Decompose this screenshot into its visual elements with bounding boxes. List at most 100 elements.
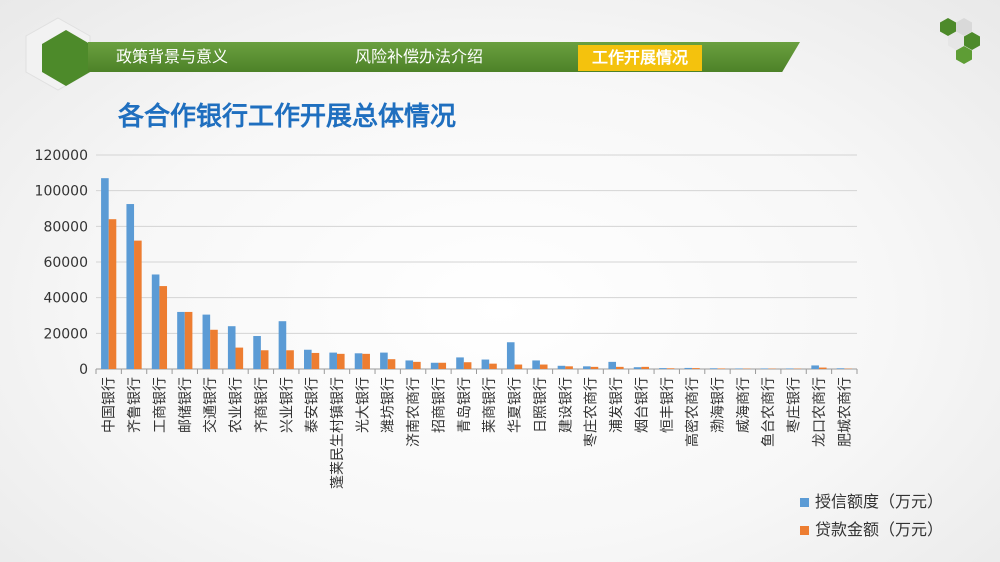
svg-text:浦发银行: 浦发银行 <box>609 377 625 433</box>
bar-credit <box>811 365 819 369</box>
svg-text:肥城农商行: 肥城农商行 <box>837 377 853 447</box>
bar-loan <box>489 363 497 369</box>
tab-risk-compensation[interactable]: 风险补偿办法介绍 <box>355 47 484 66</box>
bar-credit <box>101 178 109 369</box>
bar-loan <box>336 353 345 369</box>
x-tick-label: 日照银行 <box>533 377 549 433</box>
x-tick-label: 济南农商行 <box>406 377 422 447</box>
x-tick-label: 恒丰银行 <box>660 377 676 433</box>
svg-text:青岛银行: 青岛银行 <box>457 377 473 433</box>
x-tick-label: 邮储银行 <box>178 377 194 433</box>
bar-loan <box>286 350 294 369</box>
bar-credit <box>709 368 718 369</box>
svg-text:威海商行: 威海商行 <box>736 377 752 433</box>
legend-label-credit: 授信额度（万元） <box>815 492 944 511</box>
svg-text:恒丰银行: 恒丰银行 <box>660 377 676 433</box>
x-tick-label: 枣庄农商行 <box>583 377 600 447</box>
bar-credit <box>532 360 540 369</box>
bar-credit <box>760 368 769 369</box>
bar-loan <box>134 240 142 369</box>
bar-credit <box>557 365 566 369</box>
bar-credit <box>481 359 490 369</box>
bar-credit <box>227 326 236 369</box>
bar-loan <box>413 361 421 369</box>
bar-loan <box>463 362 472 369</box>
x-tick-label: 肥城农商行 <box>837 377 853 447</box>
legend-swatch-loan <box>800 526 809 535</box>
x-tick-label: 泰安银行 <box>305 377 321 433</box>
bar-loan <box>692 368 700 369</box>
x-tick-label: 枣庄银行 <box>786 377 803 433</box>
svg-text:交通银行: 交通银行 <box>202 377 219 433</box>
bar-loan <box>260 350 269 369</box>
x-tick-label: 威海商行 <box>736 377 752 433</box>
legend-swatch-credit <box>800 498 809 507</box>
tab-policy-background[interactable]: 政策背景与意义 <box>116 47 229 66</box>
bar-credit <box>506 342 515 369</box>
svg-text:枣庄银行: 枣庄银行 <box>786 377 803 433</box>
x-tick-label: 工商银行 <box>152 377 168 433</box>
svg-text:高密农商行: 高密农商行 <box>684 377 701 447</box>
svg-text:日照银行: 日照银行 <box>533 377 549 433</box>
bar-loan <box>818 367 827 369</box>
bar-loan <box>362 353 370 369</box>
bar-credit <box>456 357 464 369</box>
svg-text:龙口农商行: 龙口农商行 <box>812 377 828 447</box>
hexagon-decoration <box>25 17 91 91</box>
legend-item-credit: 授信额度（万元） <box>800 488 943 512</box>
tab-work-progress[interactable]: 工作开展情况 <box>578 45 703 71</box>
bar-credit <box>405 360 414 369</box>
bar-loan <box>565 366 573 369</box>
bar-credit <box>430 362 439 369</box>
bar-loan <box>108 219 117 369</box>
svg-text:齐商银行: 齐商银行 <box>254 377 270 433</box>
x-tick-label: 莱商银行 <box>482 377 498 433</box>
bar-credit <box>785 368 794 369</box>
svg-text:建设银行: 建设银行 <box>558 377 574 433</box>
x-tick-label: 渤海银行 <box>710 377 726 433</box>
x-tick-label: 中国银行 <box>102 377 118 433</box>
x-tick-label: 潍坊银行 <box>381 377 397 433</box>
svg-text:招商银行: 招商银行 <box>431 377 447 433</box>
y-tick-label: 40000 <box>43 291 88 307</box>
svg-text:枣庄农商行: 枣庄农商行 <box>583 377 600 447</box>
y-tick-label: 120000 <box>35 148 88 164</box>
bar-loan <box>539 364 548 369</box>
bar-credit <box>608 361 617 369</box>
x-tick-label: 青岛银行 <box>457 377 473 433</box>
page-title: 各合作银行工作开展总体情况 <box>118 102 457 132</box>
bar-credit <box>177 311 185 369</box>
bar-credit <box>380 352 388 369</box>
svg-text:渤海银行: 渤海银行 <box>710 377 726 433</box>
bar-loan <box>514 364 523 369</box>
bar-credit <box>354 353 363 369</box>
bar-loan <box>666 368 675 369</box>
svg-text:鱼台农商行: 鱼台农商行 <box>760 377 777 447</box>
legend-label-loan: 贷款金额（万元） <box>815 520 944 539</box>
bar-credit <box>659 368 667 369</box>
x-tick-label: 华夏银行 <box>508 377 524 433</box>
bar-loan <box>210 329 218 369</box>
bar-loan <box>641 366 649 369</box>
bar-credit <box>633 367 642 369</box>
x-tick-label: 齐商银行 <box>254 377 270 433</box>
svg-text:中国银行: 中国银行 <box>102 377 118 433</box>
bar-credit <box>304 349 312 369</box>
svg-text:齐鲁银行: 齐鲁银行 <box>127 377 143 433</box>
bar-loan <box>616 366 624 369</box>
svg-text:兴业银行: 兴业银行 <box>279 377 295 433</box>
x-tick-label: 高密农商行 <box>684 377 701 447</box>
bar-loan <box>590 366 599 369</box>
svg-text:光大银行: 光大银行 <box>355 377 371 433</box>
bar-credit <box>126 204 135 369</box>
x-tick-label: 农业银行 <box>229 377 245 433</box>
x-tick-label: 建设银行 <box>558 377 574 433</box>
bar-credit <box>278 321 287 369</box>
y-tick-label: 0 <box>79 362 88 378</box>
svg-text:农业银行: 农业银行 <box>229 377 245 433</box>
bar-loan <box>159 286 168 369</box>
x-tick-label: 蓬莱民生村镇银行 <box>330 377 346 489</box>
bar-loan <box>235 347 244 369</box>
corner-hexagon-decoration <box>940 18 980 64</box>
bar-loan <box>387 359 396 369</box>
